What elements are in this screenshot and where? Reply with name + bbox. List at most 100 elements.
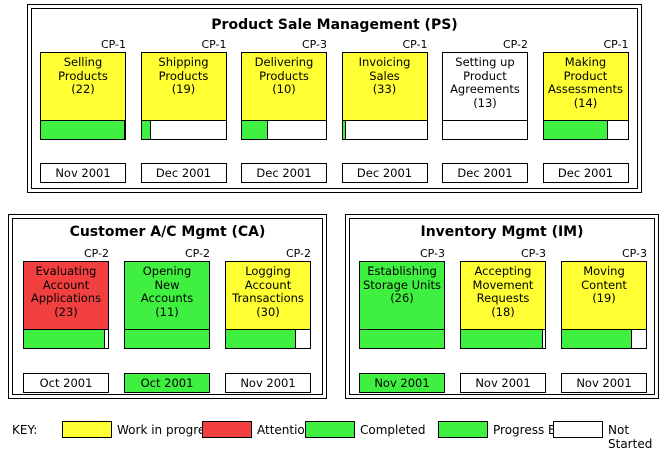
process-name: Selling Products (22) xyxy=(41,55,125,97)
progress-bar xyxy=(460,329,546,349)
process-name-line: Sales xyxy=(369,68,400,83)
process-name: Delivering Products (10) xyxy=(242,55,326,97)
cp-label: CP-2 xyxy=(83,247,109,260)
due-date: Dec 2001 xyxy=(140,163,227,183)
progress-bar-fill xyxy=(461,330,544,348)
cp-label: CP-3 xyxy=(520,247,546,260)
process-count: (30) xyxy=(256,304,280,319)
process-name-line: Establishing xyxy=(367,264,437,278)
process-name-line: Movement xyxy=(472,277,534,292)
cp-label: CP-2 xyxy=(184,247,210,260)
progress-bar-fill xyxy=(24,330,105,348)
due-date: Nov 2001 xyxy=(359,373,445,393)
group-title: Product Sale Management (PS) xyxy=(211,17,458,33)
cp-label: CP-2 xyxy=(502,38,528,51)
process-count: (10) xyxy=(272,82,296,96)
process-name: Establishing Storage Units (26) xyxy=(360,264,444,306)
key-item-label: Progress Bar xyxy=(493,423,569,437)
due-date: Dec 2001 xyxy=(341,163,428,183)
process-count: (18) xyxy=(491,304,515,319)
process-name-line: Moving xyxy=(583,264,625,278)
process-name-line: Selling xyxy=(63,55,103,69)
cp-label: CP-2 xyxy=(285,247,311,260)
process-count: (14) xyxy=(573,95,598,110)
progress-bar-fill xyxy=(41,121,126,139)
cp-label: CP-1 xyxy=(100,38,126,51)
key-swatch xyxy=(553,421,603,438)
progress-bar xyxy=(341,120,428,140)
process-name: Making Product Assessments (14) xyxy=(544,55,628,110)
progress-bar-fill xyxy=(226,330,296,348)
due-date: Dec 2001 xyxy=(542,163,629,183)
process-name-line: Making xyxy=(564,55,607,69)
process-name-line: Product xyxy=(563,68,608,83)
key-swatch xyxy=(62,421,112,438)
progress-bar xyxy=(442,120,528,140)
due-date: Dec 2001 xyxy=(241,163,327,183)
progress-bar xyxy=(140,120,227,140)
process-name-line: Products xyxy=(259,68,309,83)
process-name: Setting up Product Agreements (13) xyxy=(443,55,527,110)
process-name-line: Products xyxy=(58,68,108,83)
process-name-line: New xyxy=(154,277,180,292)
cp-label: CP-3 xyxy=(621,247,647,260)
progress-bar-fill xyxy=(543,121,608,139)
status-box: Setting up Product Agreements (13) xyxy=(442,52,528,140)
cp-label: CP-3 xyxy=(419,247,445,260)
process-name-line: Evaluating xyxy=(35,264,97,278)
group-product-sale-management: Product Sale Management (PS) xyxy=(27,4,642,193)
progress-bar xyxy=(561,329,647,349)
process-count: (19) xyxy=(592,291,616,305)
key-swatch xyxy=(305,421,355,438)
progress-bar xyxy=(241,120,327,140)
process-name-line: Account xyxy=(244,277,292,292)
key-item-label: Attention xyxy=(257,423,313,437)
process-name: Moving Content (19) xyxy=(562,264,646,306)
cp-label: CP-1 xyxy=(402,38,428,51)
progress-bar-fill xyxy=(242,121,269,139)
progress-bar xyxy=(225,329,311,349)
process-name-line: Applications xyxy=(30,291,102,305)
process-count: (22) xyxy=(71,82,95,96)
due-date: Dec 2001 xyxy=(442,163,528,183)
process-name-line: Setting up xyxy=(455,55,515,69)
process-name-line: Logging xyxy=(245,264,291,278)
progress-bar xyxy=(40,120,126,140)
key-item-label: Not Started xyxy=(608,423,653,451)
progress-bar-fill xyxy=(562,330,632,348)
cp-label: CP-3 xyxy=(301,38,327,51)
progress-bar xyxy=(359,329,445,349)
progress-bar-fill xyxy=(125,330,209,348)
group-title: Customer A/C Mgmt (CA) xyxy=(69,224,266,240)
process-name-line: Accounts xyxy=(140,291,194,305)
due-date: Oct 2001 xyxy=(23,373,109,393)
process-name-line: Invoicing xyxy=(358,55,411,69)
process-name: Accepting Movement Requests (18) xyxy=(461,264,545,319)
key-swatch xyxy=(438,421,488,438)
process-name: Invoicing Sales (33) xyxy=(343,55,427,97)
process-name-line: Storage Units xyxy=(362,277,442,292)
process-name: Opening New Accounts (11) xyxy=(125,264,209,319)
process-name-line: Transactions xyxy=(232,291,304,305)
due-date: Nov 2001 xyxy=(225,373,311,393)
process-name-line: Delivering xyxy=(254,55,314,69)
process-count: (23) xyxy=(54,304,78,319)
progress-bar xyxy=(542,120,629,140)
process-name-line: Opening xyxy=(142,264,192,278)
key-swatch xyxy=(202,421,252,438)
progress-bar xyxy=(124,329,210,349)
process-name-line: Products xyxy=(158,68,209,83)
process-count: (13) xyxy=(473,95,497,110)
process-name: Shipping Products (19) xyxy=(142,55,226,97)
process-name-line: Shipping xyxy=(158,55,209,69)
due-date: Nov 2001 xyxy=(460,373,546,393)
